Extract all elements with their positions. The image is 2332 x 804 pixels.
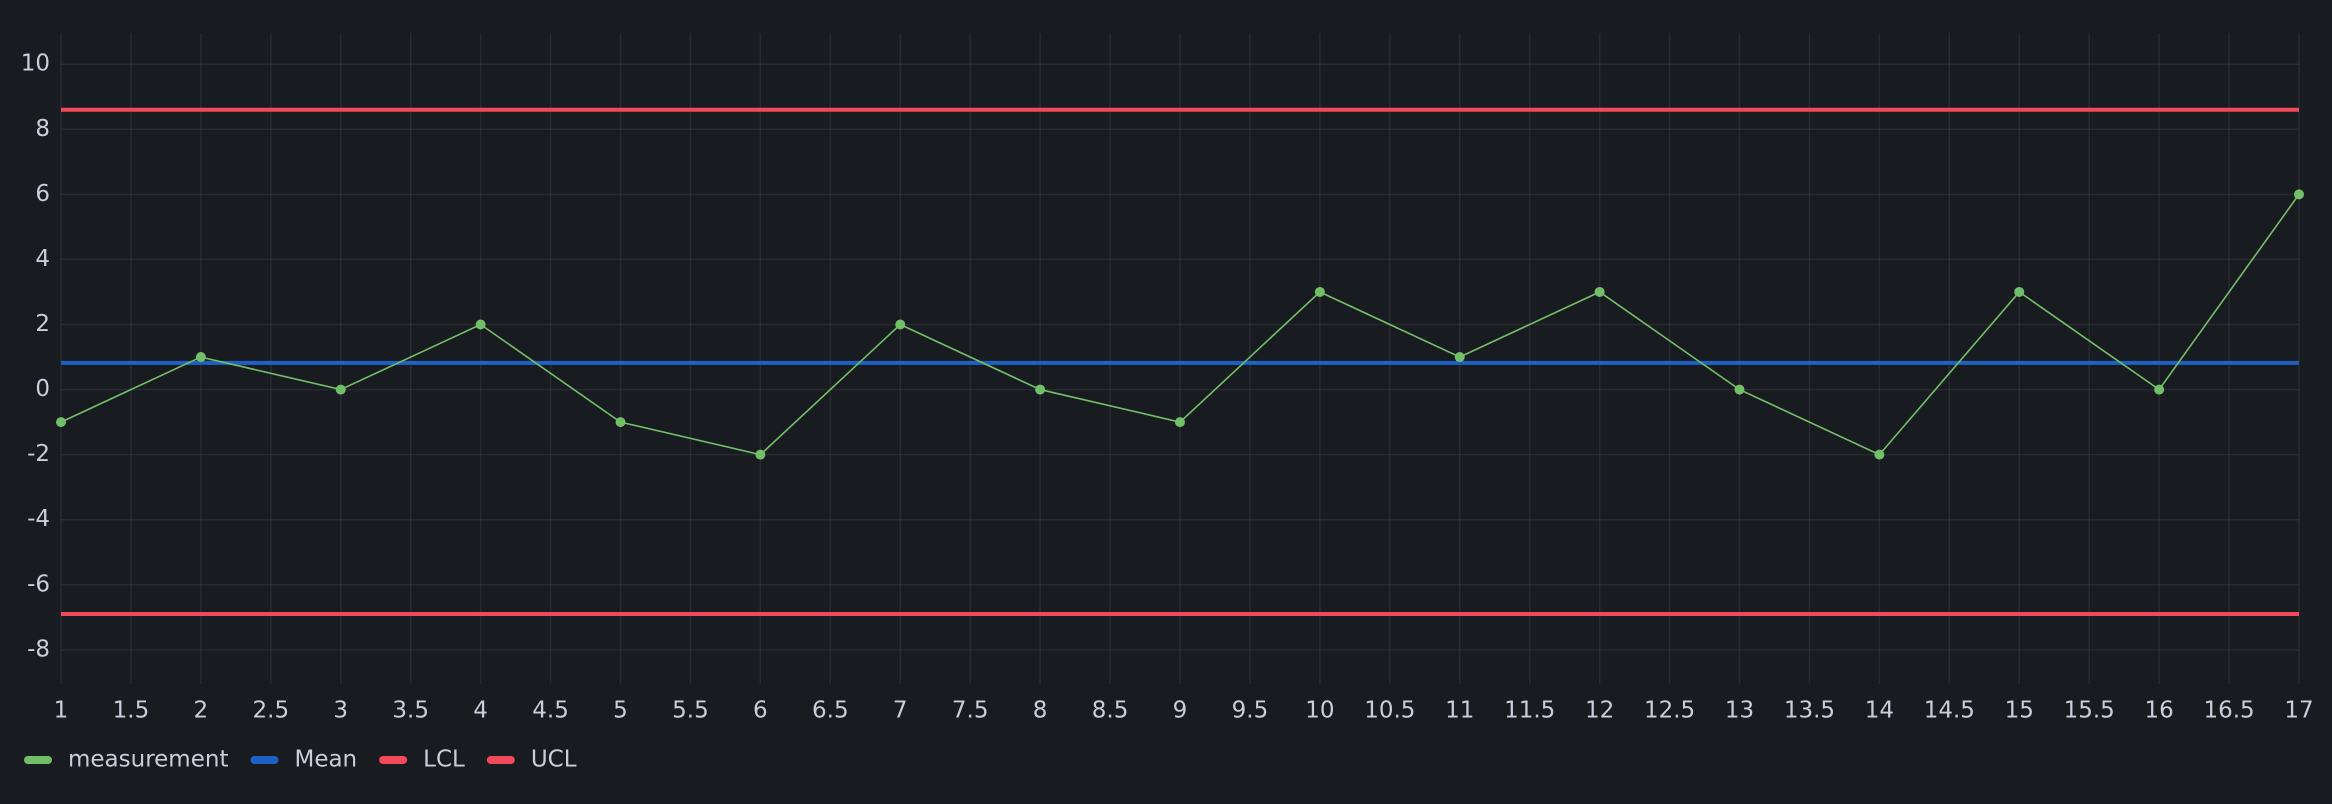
- y-tick-label: 0: [35, 376, 50, 402]
- data-point: [2154, 384, 2165, 395]
- data-point: [2294, 189, 2304, 200]
- data-point: [475, 319, 486, 330]
- x-tick-label: 16: [2144, 698, 2173, 724]
- x-tick-label: 2.5: [253, 698, 290, 724]
- x-tick-label: 5.5: [672, 698, 709, 724]
- data-point: [1594, 286, 1605, 297]
- x-tick-label: 3.5: [392, 698, 429, 724]
- x-tick-label: 3: [333, 698, 348, 724]
- data-point: [895, 319, 906, 330]
- data-point: [1175, 417, 1185, 428]
- x-tick-label: 1: [54, 698, 69, 724]
- legend-swatch: [24, 756, 52, 764]
- x-tick-label: 12.5: [1644, 698, 1695, 724]
- x-tick-label: 12: [1585, 698, 1614, 724]
- y-tick-label: 6: [35, 181, 50, 207]
- data-point: [2014, 286, 2025, 297]
- x-tick-label: 10.5: [1364, 698, 1415, 724]
- y-tick-label: 10: [21, 51, 50, 77]
- x-tick-label: 2: [194, 698, 209, 724]
- data-point: [1874, 449, 1885, 460]
- y-tick-label: -4: [27, 506, 50, 532]
- x-tick-label: 4.5: [532, 698, 569, 724]
- y-tick-label: -8: [27, 636, 50, 662]
- legend-label: LCL: [423, 747, 465, 773]
- y-tick-label: 8: [35, 116, 50, 142]
- legend-label: UCL: [531, 747, 577, 773]
- data-point: [755, 449, 766, 460]
- x-tick-label: 13: [1725, 698, 1754, 724]
- x-tick-label: 6: [753, 698, 768, 724]
- data-point: [56, 417, 66, 428]
- legend-item[interactable]: UCL: [486, 747, 577, 773]
- x-tick-label: 7.5: [952, 698, 989, 724]
- x-tick-label: 11.5: [1504, 698, 1555, 724]
- x-tick-label: 11: [1445, 698, 1474, 724]
- y-tick-label: -6: [27, 571, 50, 597]
- legend-swatch: [486, 756, 515, 764]
- legend-item[interactable]: measurement: [24, 747, 228, 773]
- x-tick-label: 8.5: [1092, 698, 1129, 724]
- x-tick-label: 4: [473, 698, 488, 724]
- legend-label: Mean: [294, 747, 357, 773]
- x-tick-label: 1.5: [113, 698, 150, 724]
- x-tick-label: 13.5: [1784, 698, 1835, 724]
- data-point: [1314, 286, 1325, 297]
- x-tick-label: 17: [2284, 698, 2313, 724]
- legend-swatch: [379, 756, 408, 764]
- x-tick-label: 7: [893, 698, 908, 724]
- data-point: [335, 384, 346, 395]
- x-tick-label: 8: [1033, 698, 1048, 724]
- data-point: [1454, 352, 1465, 363]
- x-tick-label: 10: [1305, 698, 1334, 724]
- y-tick-label: 4: [35, 246, 50, 272]
- x-tick-label: 9: [1173, 698, 1188, 724]
- x-tick-label: 6.5: [812, 698, 849, 724]
- legend-item[interactable]: LCL: [379, 747, 465, 773]
- legend-item[interactable]: Mean: [250, 747, 357, 773]
- y-tick-label: -2: [27, 441, 50, 467]
- x-tick-label: 9.5: [1232, 698, 1269, 724]
- x-tick-label: 15: [2005, 698, 2034, 724]
- y-tick-label: 2: [35, 311, 50, 337]
- x-tick-label: 16.5: [2203, 698, 2254, 724]
- x-tick-label: 5: [613, 698, 628, 724]
- data-point: [1734, 384, 1745, 395]
- data-point: [615, 417, 626, 428]
- legend-swatch: [250, 756, 279, 764]
- legend-label: measurement: [68, 747, 228, 773]
- data-point: [195, 352, 206, 363]
- x-tick-label: 14: [1865, 698, 1894, 724]
- data-point: [1035, 384, 1046, 395]
- x-tick-label: 15.5: [2064, 698, 2115, 724]
- x-tick-label: 14.5: [1924, 698, 1975, 724]
